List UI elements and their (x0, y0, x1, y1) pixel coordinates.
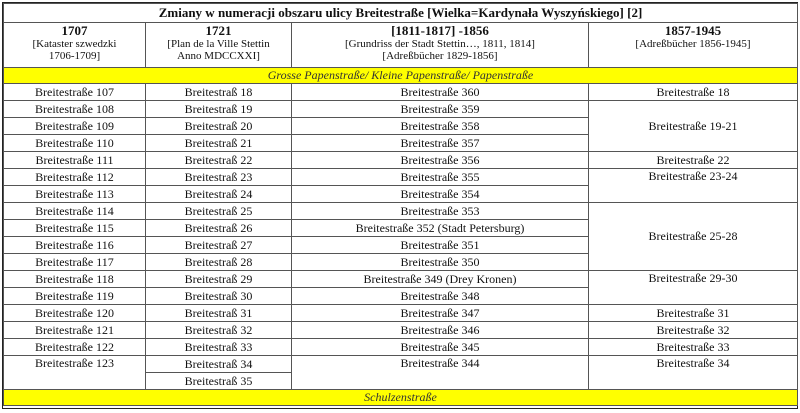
cell-1857-1945: Breitestraße 22 (587, 151, 799, 169)
cell-1707: Breitestraße 107 (3, 83, 146, 101)
cell-1707: Breitestraße 110 (3, 134, 146, 152)
cell-1721: Breitestraß 27 (145, 236, 292, 254)
cell-1707: Breitestraße 112 (3, 168, 146, 186)
cell-1721: Breitestraß 19 (145, 100, 292, 118)
cell-1721: Breitestraß 32 (145, 321, 292, 339)
cell-1707: Breitestraße 108 (3, 100, 146, 118)
cell-1857-1945: Breitestraße 25-28 (587, 202, 799, 271)
cell-1721: Breitestraß 25 (145, 202, 292, 220)
cell-1811-1856: Breitestraße 345 (291, 338, 589, 356)
cell-1857-1945: Breitestraße 34 (587, 355, 799, 390)
cell-1721: Breitestraß 22 (145, 151, 292, 169)
cell-1707: Breitestraße 123 (3, 355, 146, 390)
source-label: [Kataster szwedzki (32, 38, 117, 50)
cell-1707: Breitestraße 118 (3, 270, 146, 288)
cell-1857-1945: Breitestraße 23-24 (587, 168, 799, 203)
cell-1857-1945: Breitestraße 29-30 (587, 270, 799, 305)
cell-1811-1856: Breitestraße 351 (291, 236, 589, 254)
cell-1707: Breitestraße 117 (3, 253, 146, 271)
cell-1811-1856: Breitestraße 349 (Drey Kronen) (291, 270, 589, 288)
table-row: Breitestraß 35 (4, 372, 798, 390)
year-label: 1707 (61, 23, 88, 38)
cell-1811-1856: Breitestraße 354 (291, 185, 589, 203)
header-1811-1856: [1811-1817] -1856 [Grundriss der Stadt St… (291, 22, 589, 68)
cell-1811-1856: Breitestraße 352 (Stadt Petersburg) (291, 219, 589, 237)
year-label: 1721 (205, 23, 232, 38)
cell-1857-1945: Breitestraße 31 (587, 304, 799, 322)
cell-1811-1856: Breitestraße 348 (291, 287, 589, 305)
cell-1707: Breitestraße 119 (3, 287, 146, 305)
cell-1857-1945: Breitestraße 33 (587, 338, 799, 356)
source-label: [Plan de la Ville Stettin (167, 38, 270, 50)
table-row: Breitestraße 116 Breitestraß 27 Breitest… (3, 236, 798, 254)
table-row: Breitestraße 119 Breitestraß 30 Breitest… (3, 287, 798, 305)
table-row: Breitestraße 121 Breitestraß 32 Breitest… (3, 321, 799, 339)
cell-1811-1856: Breitestraße 358 (291, 117, 589, 135)
cell-1721: Breitestraß 35 (145, 372, 292, 390)
table-row: Breitestraße 114 Breitestraß 25 Breitest… (3, 202, 799, 271)
cell-1707: Breitestraße 115 (3, 219, 146, 237)
table-row: Breitestraße 108 Breitestraß 19 Breitest… (3, 100, 799, 152)
table-row: Breitestraße 115 Breitestraß 26 Breitest… (3, 219, 798, 237)
cell-1811-1856: Breitestraße 344 (291, 355, 589, 390)
cell-1721: Breitestraß 28 (145, 253, 292, 271)
table-row: Breitestraße 123 Breitestraß 34 Breitest… (3, 355, 799, 390)
year-label: [1811-1817] -1856 (391, 23, 489, 38)
source-label: [Adreßbücher 1856-1945] (635, 38, 751, 50)
cell-1811-1856: Breitestraße 359 (291, 100, 589, 118)
street-band-bottom: Schulzenstraße (2, 389, 799, 406)
table-row: Breitestraße 111 Breitestraß 22 Breitest… (3, 151, 799, 169)
cell-1721: Breitestraß 33 (145, 338, 292, 356)
cell-1857-1945: Breitestraße 19-21 (587, 100, 799, 152)
cell-1857-1945: Breitestraße 18 (587, 83, 799, 101)
table-row: Breitestraße 120 Breitestraß 31 Breitest… (3, 304, 799, 322)
cell-1721: Breitestraß 30 (145, 287, 292, 305)
source-label: [Grundriss der Stadt Stettin…, 1811, 181… (345, 38, 535, 50)
cell-1721: Breitestraß 24 (145, 185, 292, 203)
year-label: 1857-1945 (664, 23, 722, 38)
table-row: Breitestraße 118 Breitestraß 29 Breitest… (3, 270, 799, 305)
cell-1707: Breitestraße 113 (3, 185, 146, 203)
cell-1811-1856: Breitestraße 353 (291, 202, 589, 220)
cell-1707: Breitestraße 116 (3, 236, 146, 254)
table-row: Breitestraße 112 Breitestraß 23 Breitest… (3, 168, 799, 203)
cell-1721: Breitestraß 21 (145, 134, 292, 152)
header-1707: 1707 [Kataster szwedzki 1706-1709] (3, 22, 146, 68)
cell-1707: Breitestraße 120 (3, 304, 146, 322)
header-1721: 1721 [Plan de la Ville Stettin Anno MDCCXX… (145, 22, 292, 68)
cell-1721: Breitestraß 18 (145, 83, 292, 101)
cell-1857-1945: Breitestraße 32 (587, 321, 799, 339)
cell-1707: Breitestraße 121 (3, 321, 146, 339)
cell-1811-1856: Breitestraße 357 (291, 134, 589, 152)
cell-1811-1856: Breitestraße 346 (291, 321, 589, 339)
source-label: [Adreßbücher 1829-1856] (382, 50, 498, 62)
cell-1811-1856: Breitestraße 355 (291, 168, 589, 186)
table-row: Breitestraße 107 Breitestraß 18 Breitest… (3, 83, 799, 101)
source-label: Anno MDCCXXI] (177, 50, 260, 62)
cell-1707: Breitestraße 114 (3, 202, 146, 220)
table-row: Breitestraße 122 Breitestraß 33 Breitest… (3, 338, 799, 356)
header-1857-1945: 1857-1945 [Adreßbücher 1856-1945] (587, 22, 799, 68)
cell-1721: Breitestraß 23 (145, 168, 292, 186)
cell-1707: Breitestraße 111 (3, 151, 146, 169)
cell-1721: Breitestraß 34 (145, 355, 292, 373)
cell-1707: Breitestraße 122 (3, 338, 146, 356)
cell-1721: Breitestraß 31 (145, 304, 292, 322)
source-label: 1706-1709] (48, 50, 101, 62)
street-band-top: Grosse Papenstraße/ Kleine Papenstraße/ … (2, 67, 799, 84)
cell-1811-1856: Breitestraße 360 (291, 83, 589, 101)
cell-1811-1856: Breitestraße 356 (291, 151, 589, 169)
table-row: Breitestraße 110 Breitestraß 21 Breitest… (3, 134, 798, 152)
cell-1721: Breitestraß 20 (145, 117, 292, 135)
cell-1721: Breitestraß 29 (145, 270, 292, 288)
table-title: Zmiany w numeracji obszaru ulicy Breites… (2, 3, 799, 23)
cell-1707: Breitestraße 109 (3, 117, 146, 135)
cell-1811-1856: Breitestraße 347 (291, 304, 589, 322)
cell-1721: Breitestraß 26 (145, 219, 292, 237)
table-row: Breitestraße 117 Breitestraß 28 Breitest… (3, 253, 798, 271)
cell-1811-1856: Breitestraße 350 (291, 253, 589, 271)
street-numbering-table: Zmiany w numeracji obszaru ulicy Breites… (2, 3, 799, 406)
